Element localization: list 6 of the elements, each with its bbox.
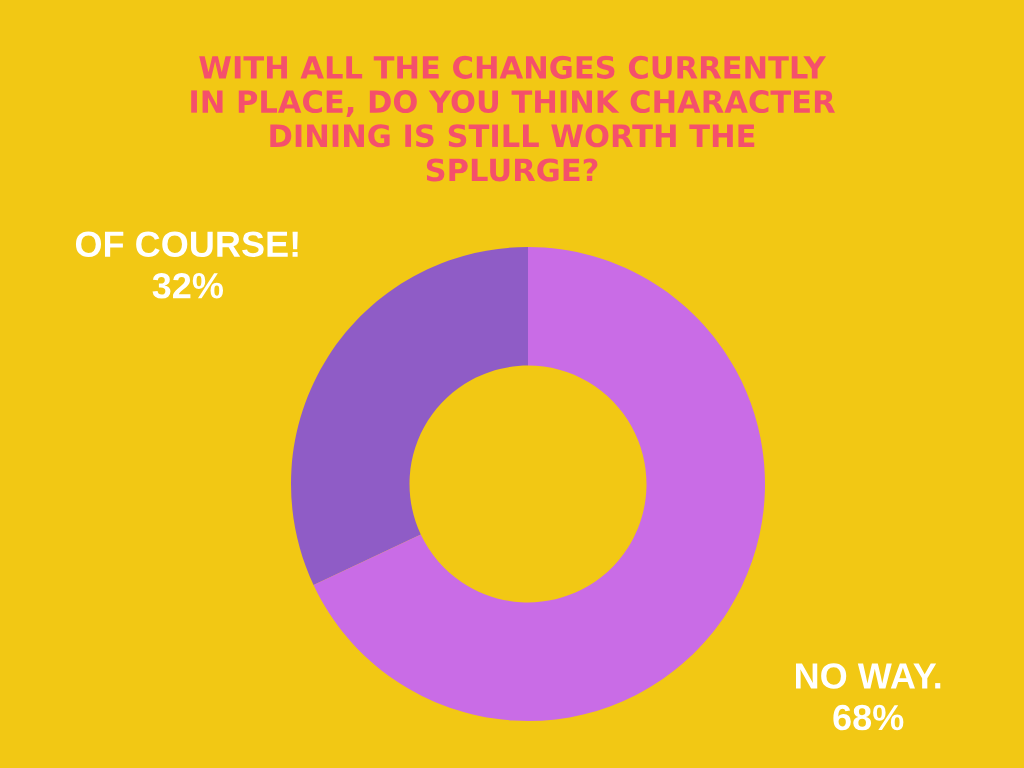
slice-label: NO WAY.	[796, 663, 941, 689]
donut-slice	[313, 247, 765, 721]
data-label: 68%	[833, 704, 904, 731]
chart-title: WITH ALL THE CHANGES CURRENTLY IN PLACE, DO YOU THINK CHARACTER DINING IS STILL WORTH THE SPLURGE?	[191, 55, 835, 182]
slice-label: OF COURSE!	[75, 231, 298, 258]
data-label: 32%	[152, 272, 224, 299]
